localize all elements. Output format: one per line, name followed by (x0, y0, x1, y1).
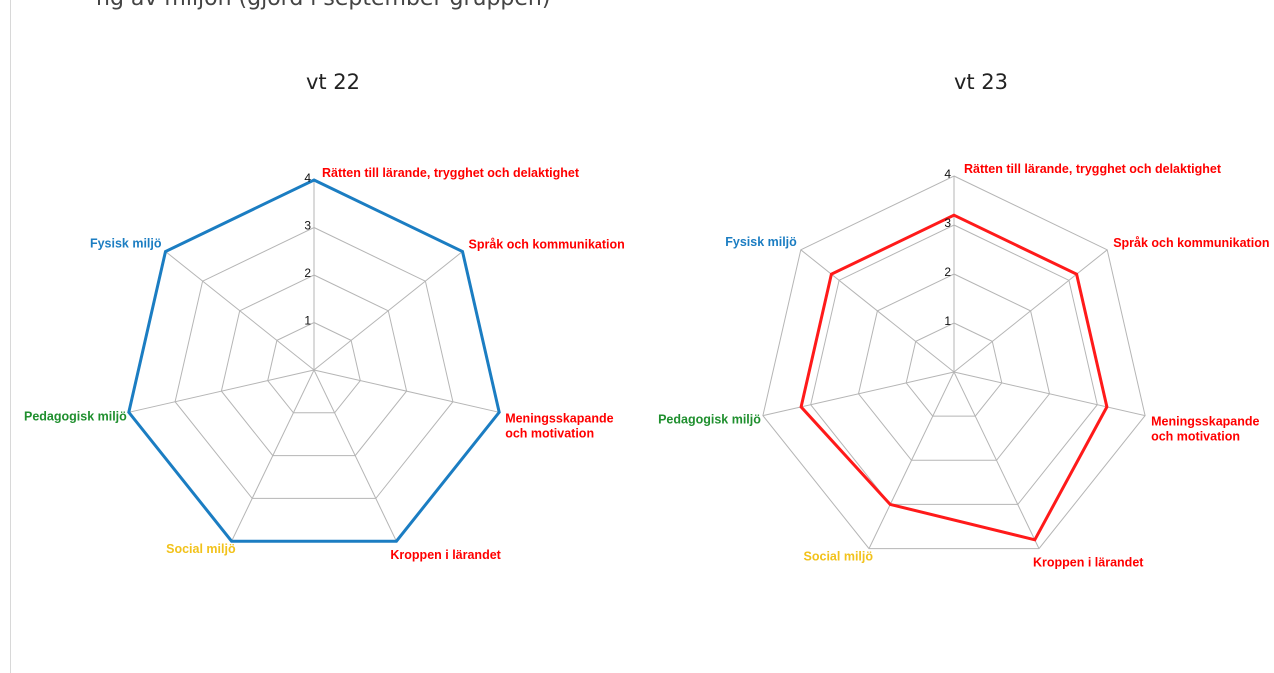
category-label-line: Fysisk miljö (90, 237, 162, 251)
category-label: Social miljö (804, 550, 874, 564)
chart-title-vt23: vt 23 (953, 70, 1009, 94)
chart-title-vt22: vt 22 (305, 70, 361, 94)
grid-spoke (953, 249, 1108, 373)
category-label: Språk och kommunikation (1113, 236, 1269, 250)
grid-spoke (868, 371, 955, 549)
grid-spoke (313, 369, 500, 413)
grid-spoke (128, 369, 315, 413)
category-label-line: Fysisk miljö (725, 235, 797, 249)
grid-spoke (313, 251, 463, 371)
category-label: Kroppen i lärandet (1033, 556, 1144, 570)
tick-label: 4 (944, 167, 951, 181)
grid-spoke (762, 371, 955, 417)
grid-spoke (800, 249, 955, 373)
category-label-line: och motivation (1151, 430, 1240, 444)
category-label-line: Kroppen i lärandet (1033, 556, 1144, 570)
tick-label: 4 (304, 171, 311, 185)
category-label: Meningsskapande och motivation (1151, 415, 1259, 444)
category-label-line: Pedagogisk miljö (24, 409, 127, 423)
category-label-line: och motivation (505, 426, 594, 440)
grid-spoke (953, 371, 1146, 417)
category-label: Rätten till lärande, trygghet och delakt… (964, 162, 1222, 176)
category-label-line: Social miljö (166, 542, 236, 556)
category-label: Fysisk miljö (725, 235, 797, 249)
tick-label: 3 (304, 219, 311, 233)
grid-ring (267, 321, 361, 414)
category-label-line: Kroppen i lärandet (390, 548, 501, 562)
category-label-line: Rätten till lärande, trygghet och delakt… (964, 162, 1222, 176)
tick-label: 1 (304, 314, 311, 328)
grid-spoke (231, 369, 315, 542)
category-label: Språk och kommunikation (469, 238, 625, 252)
tick-label: 3 (944, 216, 951, 230)
category-label: Pedagogisk miljö (24, 409, 127, 423)
grid-spoke (313, 369, 397, 542)
data-series-line (799, 213, 1109, 542)
tick-label: 2 (944, 265, 951, 279)
category-label: Fysisk miljö (90, 237, 162, 251)
category-label: Social miljö (166, 542, 236, 556)
grid-ring (220, 274, 408, 457)
radar-chart-vt22: 1 2 3 4 Rätten till lärande, trygghet och de… (24, 166, 625, 562)
tick-label: 2 (304, 266, 311, 280)
category-label: Meningsskapande och motivation (505, 411, 613, 440)
category-label: Rätten till lärande, trygghet och delakt… (322, 166, 580, 180)
grid-ring (762, 175, 1146, 550)
grid-ring (810, 224, 1098, 505)
category-label: Kroppen i lärandet (390, 548, 501, 562)
divider (10, 0, 11, 673)
clipped-heading: ng av miljön (gjord i september gruppen) (96, 0, 550, 11)
category-label-line: Pedagogisk miljö (658, 413, 761, 427)
tick-label: 1 (944, 314, 951, 328)
category-label-line: Social miljö (804, 550, 874, 564)
category-label-line: Meningsskapande (1151, 415, 1259, 429)
data-series-line (127, 178, 501, 543)
radar-grid (762, 175, 1146, 550)
category-label-line: Språk och kommunikation (469, 238, 625, 252)
grid-ring (857, 273, 1051, 461)
category-label-line: Rätten till lärande, trygghet och delakt… (322, 166, 580, 180)
grid-spoke (165, 251, 315, 371)
grid-spoke (953, 371, 1040, 549)
category-label: Pedagogisk miljö (658, 413, 761, 427)
category-label-line: Språk och kommunikation (1113, 236, 1269, 250)
category-label-line: Meningsskapande (505, 411, 613, 425)
grid-ring (905, 322, 1003, 417)
grid-ring (174, 226, 454, 499)
